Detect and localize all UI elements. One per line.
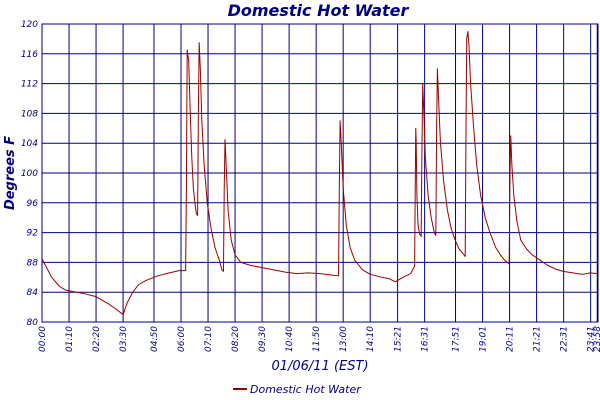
x-tick-label: 13:00 [339,326,349,352]
x-tick-label: 10:40 [285,326,295,352]
x-tick-label: 23:41 [587,326,597,352]
y-tick-label: 104 [21,139,38,149]
y-tick-label: 88 [27,258,39,268]
x-tick-label: 23:58 [593,326,600,352]
chart-title: Domestic Hot Water [228,1,410,20]
x-tick-label: 16:31 [421,326,431,352]
x-tick-label: 14:10 [366,326,376,352]
y-axis-label: Degrees F [3,136,18,210]
x-tick-label: 22:31 [560,326,570,352]
x-axis-label: 01/06/11 (EST) [271,359,368,374]
x-tick-label: 21:21 [533,326,543,352]
grid [41,23,598,323]
x-tick-label: 00:00 [38,326,48,352]
x-tick-label: 03:30 [119,326,129,352]
x-tick-label: 01:10 [65,326,75,352]
y-tick-label: 120 [21,20,38,30]
legend-label: Domestic Hot Water [250,383,362,396]
y-tick-label: 92 [27,229,39,239]
x-tick-label: 09:30 [258,326,268,352]
y-tick-label: 96 [27,199,39,209]
x-tick-label: 08:20 [231,326,241,352]
x-tick-label: 04:50 [150,326,160,352]
y-tick-label: 112 [21,80,38,90]
series-line [41,30,598,316]
x-tick-label: 07:10 [204,326,214,352]
x-tick-label: 19:01 [479,326,489,352]
y-tick-label: 80 [27,318,39,328]
x-axis-ticks: 00:00 01:10 02:20 03:30 04:50 06:00 07:10 08:20… [38,326,600,352]
legend: Domestic Hot Water [233,383,362,396]
series-layer [41,30,598,316]
y-tick-label: 84 [27,288,39,298]
y-axis-ticks: 80 84 88 92 96 100 104 108 112 116 120 [21,20,38,328]
y-tick-label: 108 [21,109,38,119]
x-tick-label: 20:11 [506,326,516,352]
x-tick-label: 02:20 [92,326,102,352]
y-tick-label: 116 [21,50,38,60]
x-tick-label: 11:50 [312,326,322,352]
x-tick-label: 06:00 [177,326,187,352]
y-tick-label: 100 [21,169,38,179]
x-tick-label: 15:21 [394,326,404,352]
x-tick-label: 17:51 [452,326,462,352]
